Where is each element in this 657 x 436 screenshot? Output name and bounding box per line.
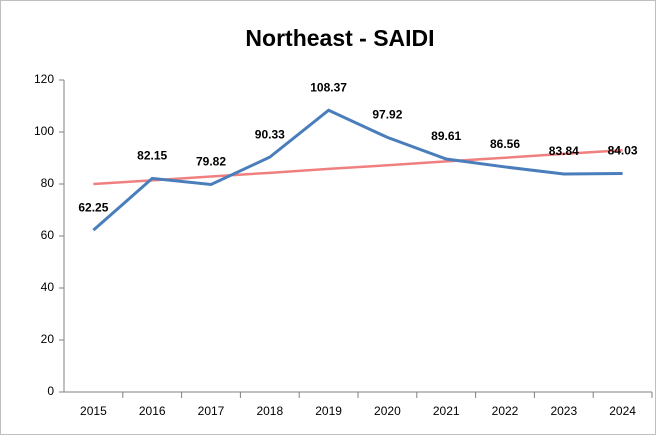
- data-label: 89.61: [431, 129, 461, 143]
- x-tick-label: 2021: [433, 404, 460, 418]
- y-tick-label: 40: [41, 280, 55, 294]
- x-tick-label: 2022: [492, 404, 519, 418]
- chart-title: Northeast - SAIDI: [245, 25, 434, 51]
- data-label: 90.33: [255, 127, 285, 141]
- data-label: 86.56: [490, 137, 520, 151]
- y-tick-label: 20: [41, 332, 55, 346]
- data-label: 97.92: [372, 108, 402, 122]
- y-tick-label: 80: [41, 176, 55, 190]
- data-label: 84.03: [608, 144, 638, 158]
- x-tick-label: 2020: [374, 404, 401, 418]
- data-label: 108.37: [310, 80, 347, 94]
- x-tick-label: 2015: [80, 404, 107, 418]
- data-label: 79.82: [196, 155, 226, 169]
- x-tick-label: 2018: [256, 404, 283, 418]
- data-label: 62.25: [78, 200, 108, 214]
- data-label: 82.15: [137, 149, 167, 163]
- x-tick-label: 2024: [609, 404, 636, 418]
- series-line: [93, 148, 623, 186]
- data-label: 83.84: [549, 144, 579, 158]
- y-tick-label: 0: [47, 384, 54, 398]
- x-tick-label: 2023: [550, 404, 577, 418]
- x-tick-label: 2019: [315, 404, 342, 418]
- x-tick-label: 2016: [139, 404, 166, 418]
- y-tick-label: 100: [34, 124, 54, 138]
- y-tick-label: 60: [41, 228, 55, 242]
- y-tick-label: 120: [34, 72, 54, 86]
- x-tick-label: 2017: [198, 404, 225, 418]
- series-line: [92, 108, 623, 232]
